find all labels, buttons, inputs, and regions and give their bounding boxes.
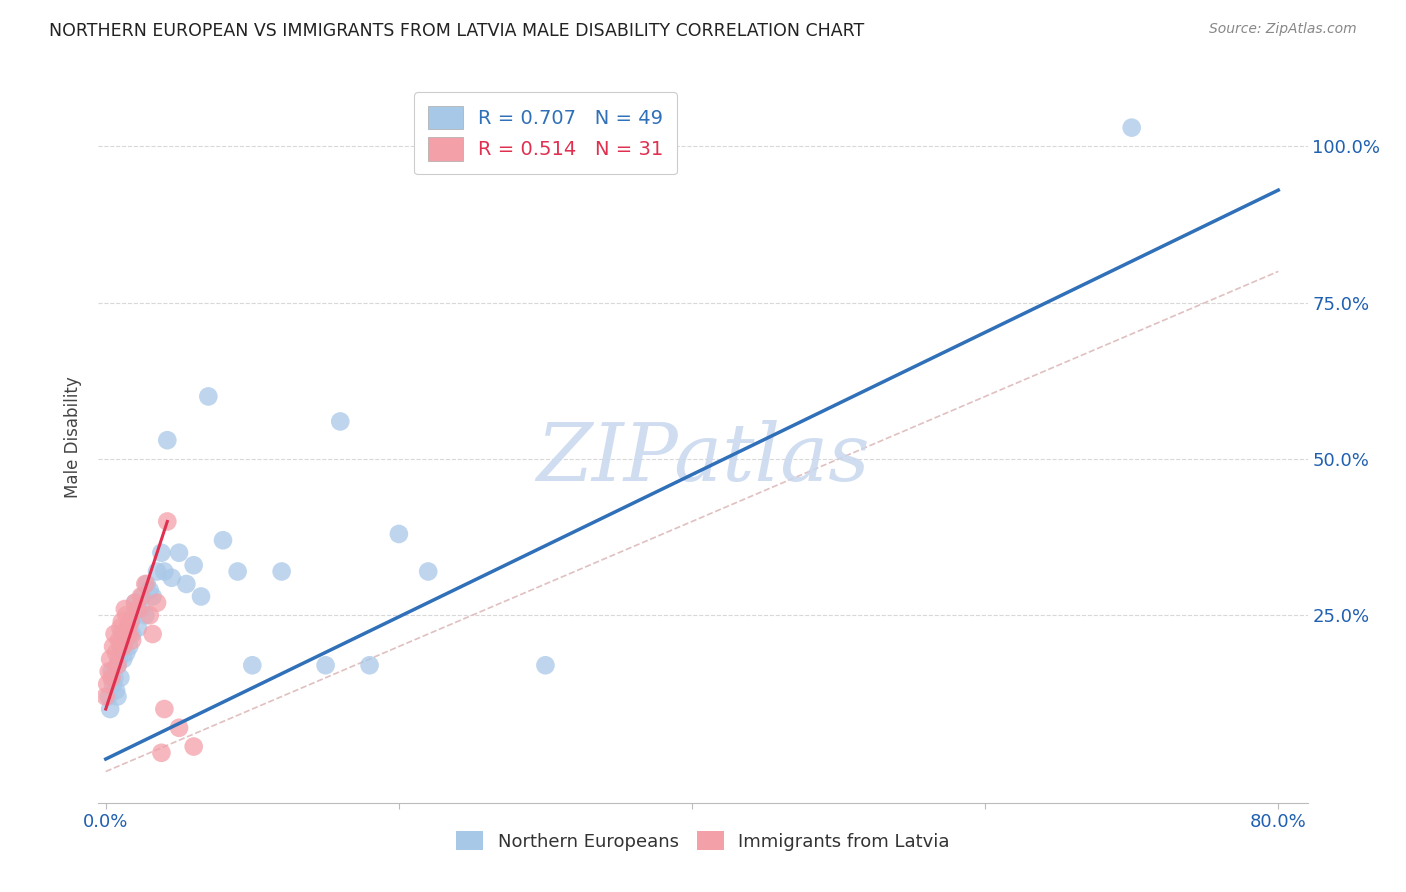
Point <box>105 683 128 698</box>
Point <box>167 546 190 560</box>
Point <box>101 677 124 691</box>
Legend: Northern Europeans, Immigrants from Latvia: Northern Europeans, Immigrants from Latv… <box>447 822 959 860</box>
Point <box>127 621 149 635</box>
Point <box>190 590 212 604</box>
Point <box>97 665 120 679</box>
Point <box>105 646 128 660</box>
Point <box>183 739 205 754</box>
Point <box>112 640 135 654</box>
Point <box>111 627 134 641</box>
Point <box>101 640 124 654</box>
Point <box>359 658 381 673</box>
Point <box>111 615 134 629</box>
Text: NORTHERN EUROPEAN VS IMMIGRANTS FROM LATVIA MALE DISABILITY CORRELATION CHART: NORTHERN EUROPEAN VS IMMIGRANTS FROM LAT… <box>49 22 865 40</box>
Point <box>94 690 117 704</box>
Point <box>114 633 136 648</box>
Point <box>212 533 235 548</box>
Point <box>197 389 219 403</box>
Y-axis label: Male Disability: Male Disability <box>65 376 83 498</box>
Point <box>107 658 129 673</box>
Point <box>150 746 173 760</box>
Point <box>115 608 138 623</box>
Point <box>160 571 183 585</box>
Point <box>156 434 179 448</box>
Point <box>122 608 145 623</box>
Point <box>183 558 205 573</box>
Point <box>108 652 131 666</box>
Point <box>129 590 152 604</box>
Point <box>114 602 136 616</box>
Text: Source: ZipAtlas.com: Source: ZipAtlas.com <box>1209 22 1357 37</box>
Point <box>100 671 122 685</box>
Point <box>135 577 157 591</box>
Point <box>107 690 129 704</box>
Point <box>329 414 352 428</box>
Point <box>103 671 125 685</box>
Point <box>142 627 165 641</box>
Point <box>388 527 411 541</box>
Point <box>115 646 138 660</box>
Point <box>110 621 132 635</box>
Point <box>142 590 165 604</box>
Point <box>117 621 139 635</box>
Text: ZIPatlas: ZIPatlas <box>536 420 870 498</box>
Point <box>118 640 141 654</box>
Point <box>1121 120 1143 135</box>
Point <box>117 621 139 635</box>
Point <box>534 658 557 673</box>
Point <box>153 565 176 579</box>
Point <box>108 633 131 648</box>
Point <box>97 690 120 704</box>
Point <box>138 608 160 623</box>
Point <box>110 671 132 685</box>
Point <box>156 515 179 529</box>
Point <box>96 677 118 691</box>
Point <box>240 658 263 673</box>
Point <box>138 583 160 598</box>
Point <box>120 615 142 629</box>
Point <box>121 627 143 641</box>
Point <box>146 565 169 579</box>
Point <box>121 633 143 648</box>
Point <box>100 665 122 679</box>
Point <box>120 615 142 629</box>
Point <box>153 702 176 716</box>
Point <box>176 577 198 591</box>
Point <box>112 652 135 666</box>
Point <box>107 658 129 673</box>
Point <box>134 577 156 591</box>
Point <box>127 602 149 616</box>
Point <box>124 596 146 610</box>
Point <box>134 608 156 623</box>
Point <box>226 565 249 579</box>
Point <box>110 640 132 654</box>
Point <box>129 602 152 616</box>
Point <box>98 702 121 716</box>
Point <box>150 546 173 560</box>
Point <box>146 596 169 610</box>
Point <box>118 627 141 641</box>
Point <box>418 565 440 579</box>
Point <box>270 565 292 579</box>
Point <box>131 590 153 604</box>
Point <box>315 658 337 673</box>
Point <box>124 596 146 610</box>
Point <box>103 627 125 641</box>
Point <box>167 721 190 735</box>
Point <box>98 652 121 666</box>
